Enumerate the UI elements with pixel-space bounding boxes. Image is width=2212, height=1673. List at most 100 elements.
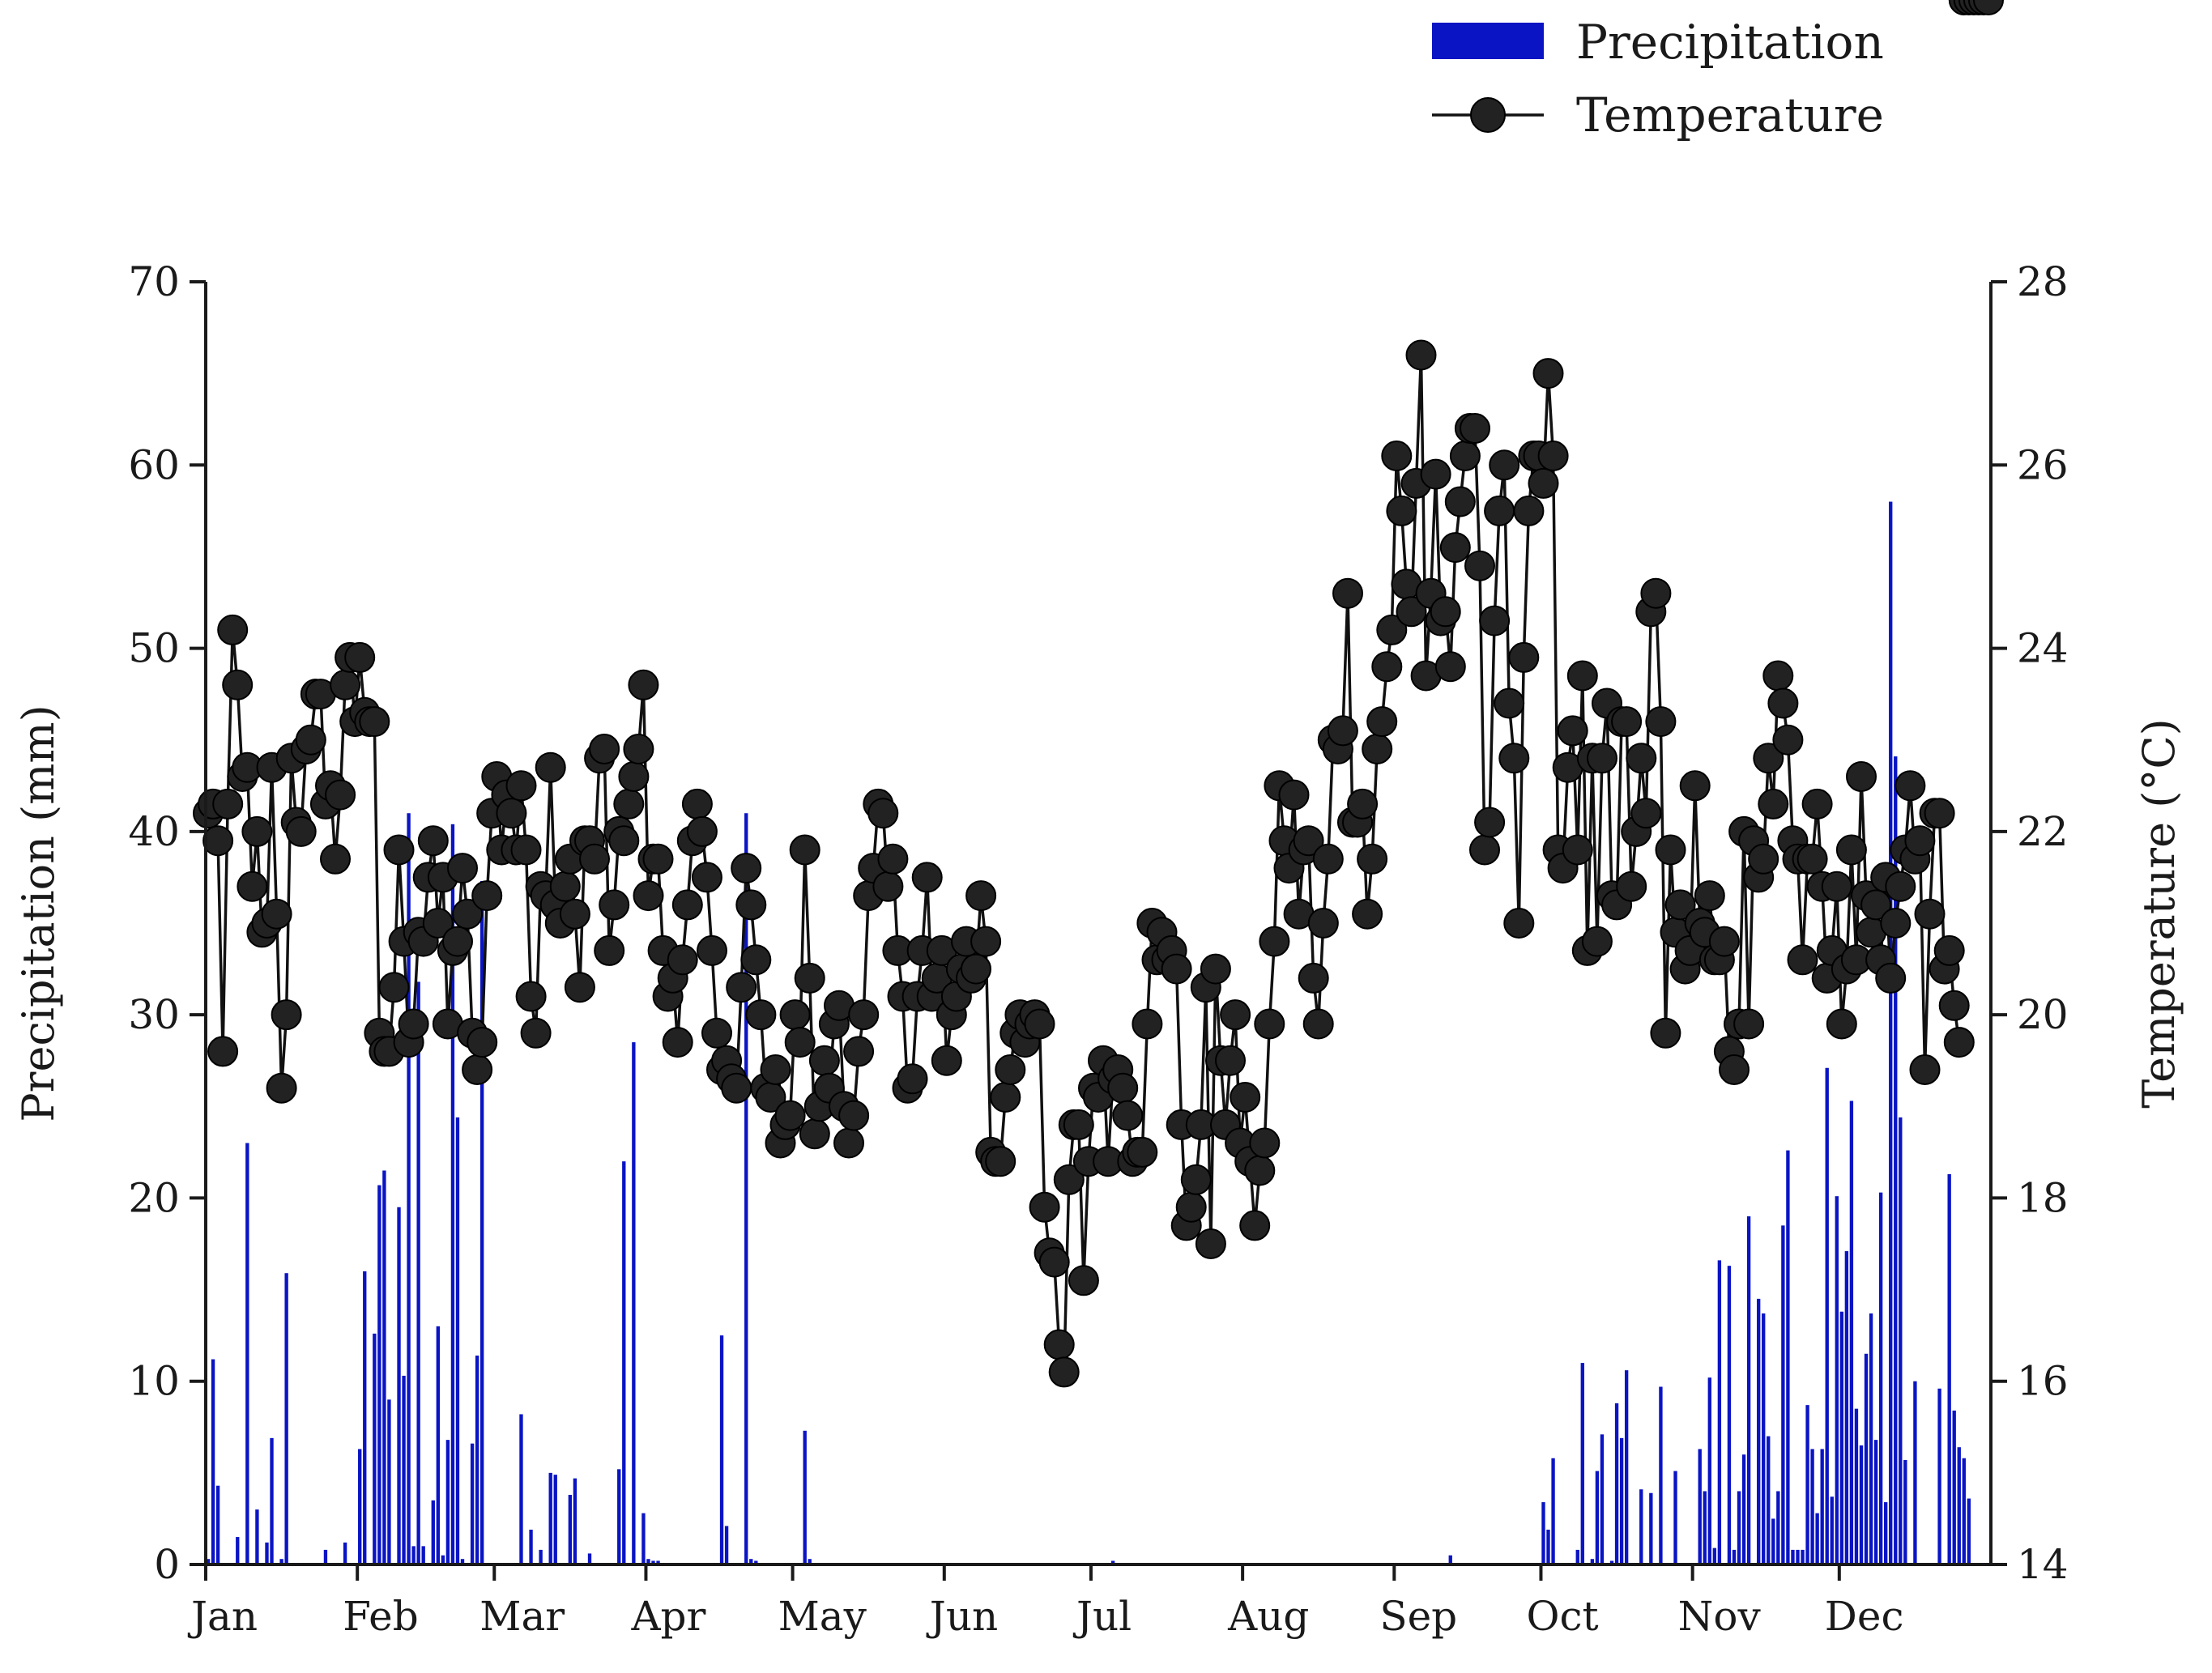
temperature-point bbox=[1503, 908, 1535, 939]
precip-bar bbox=[1825, 1067, 1829, 1564]
temperature-point bbox=[202, 825, 234, 857]
precip-bar bbox=[1595, 1471, 1600, 1564]
temperature-point bbox=[398, 1008, 429, 1040]
precip-bar bbox=[1796, 1549, 1800, 1564]
temperature-point bbox=[1489, 449, 1520, 481]
precip-bar bbox=[373, 1333, 377, 1564]
temperature-point bbox=[1532, 358, 1564, 390]
temperature-point bbox=[623, 734, 654, 764]
legend-precipitation-label: Precipitation bbox=[1576, 15, 1884, 70]
temperature-point bbox=[745, 999, 777, 1031]
temperature-point bbox=[471, 880, 503, 912]
temperature-point bbox=[378, 972, 410, 1003]
precip-bar bbox=[617, 1469, 621, 1564]
temperature-point bbox=[266, 1072, 297, 1104]
temperature-point bbox=[535, 751, 566, 783]
precip-bar bbox=[1703, 1491, 1707, 1564]
temperature-point bbox=[330, 669, 361, 700]
temperature-point bbox=[510, 834, 542, 866]
x-tick-label: Jul bbox=[1072, 1593, 1132, 1640]
temperature-point bbox=[1200, 953, 1231, 985]
precip-bar bbox=[416, 981, 420, 1564]
temperature-point bbox=[1332, 577, 1363, 609]
temperature-point bbox=[1439, 532, 1471, 564]
temperature-point bbox=[1762, 660, 1794, 692]
temperature-point bbox=[701, 1017, 732, 1049]
temperature-point bbox=[843, 1036, 875, 1067]
precip-bar bbox=[656, 1560, 660, 1564]
temperature-point bbox=[633, 880, 664, 912]
temperature-point bbox=[285, 815, 317, 847]
x-tick-label: Mar bbox=[479, 1593, 565, 1640]
temperature-point bbox=[1180, 1164, 1212, 1195]
precip-bar bbox=[1962, 1458, 1966, 1564]
temperature-point bbox=[1494, 688, 1525, 719]
temperature-point bbox=[1914, 898, 1946, 930]
temperature-point bbox=[1498, 743, 1530, 774]
temperature-series bbox=[193, 0, 2004, 1388]
precip-bar bbox=[1600, 1434, 1605, 1564]
temperature-point bbox=[1587, 743, 1617, 774]
precip-bar bbox=[1448, 1555, 1452, 1564]
temperature-point bbox=[1352, 898, 1383, 930]
temperature-point bbox=[911, 862, 943, 893]
precip-bar bbox=[1844, 1251, 1849, 1564]
temperature-point bbox=[1434, 651, 1466, 683]
temperature-point bbox=[897, 1063, 928, 1095]
temperature-point bbox=[1513, 495, 1545, 526]
temperature-point bbox=[1894, 770, 1926, 802]
temperature-point bbox=[207, 1036, 239, 1067]
temperature-point bbox=[1195, 1228, 1226, 1259]
temperature-point bbox=[628, 669, 659, 700]
precip-bar bbox=[1737, 1491, 1741, 1564]
precip-bar bbox=[1609, 1560, 1614, 1564]
temperature-point bbox=[1933, 934, 1965, 966]
temperature-point bbox=[1875, 962, 1907, 994]
x-tick-label: Aug bbox=[1227, 1593, 1309, 1640]
temperature-point bbox=[726, 972, 757, 1003]
temperature-point bbox=[1068, 1265, 1099, 1296]
temperature-point bbox=[1230, 1082, 1261, 1113]
temperature-point bbox=[1479, 605, 1511, 636]
precip-bar bbox=[1849, 1100, 1854, 1564]
temperature-point bbox=[1821, 871, 1852, 902]
precip-bar bbox=[1541, 1502, 1545, 1564]
precip-bar bbox=[1869, 1313, 1873, 1564]
precip-bar bbox=[622, 1161, 626, 1564]
temperature-point bbox=[496, 798, 527, 829]
temperature-point bbox=[1796, 843, 1828, 875]
precip-bar bbox=[1639, 1489, 1643, 1564]
temperature-point bbox=[442, 926, 473, 957]
temperature-point bbox=[1508, 641, 1540, 673]
precip-bar bbox=[1717, 1260, 1722, 1564]
temperature-point bbox=[1239, 1210, 1271, 1241]
temperature-point bbox=[1249, 1127, 1281, 1159]
temperature-point bbox=[1307, 908, 1339, 939]
precip-bar bbox=[284, 1273, 288, 1564]
precip-bar bbox=[749, 1559, 753, 1564]
temperature-point bbox=[1112, 1100, 1144, 1131]
temperature-point bbox=[1327, 715, 1358, 747]
precip-bar bbox=[1839, 1311, 1844, 1564]
temperature-point bbox=[1244, 1155, 1276, 1186]
precip-bar bbox=[1781, 1225, 1785, 1564]
precip-bar bbox=[1830, 1496, 1834, 1564]
temperature-point bbox=[833, 1127, 864, 1159]
precip-bar bbox=[215, 1485, 220, 1564]
precip-bar bbox=[1913, 1381, 1917, 1564]
temperature-point bbox=[1220, 999, 1251, 1031]
temperature-point bbox=[549, 871, 581, 902]
temperature-point bbox=[1611, 706, 1643, 738]
precip-bar bbox=[1967, 1498, 1971, 1564]
precip-bar bbox=[206, 1559, 211, 1564]
precip-bar bbox=[1767, 1436, 1771, 1564]
precip-bar bbox=[1110, 1560, 1115, 1564]
temperature-point bbox=[1835, 834, 1867, 866]
precip-bar bbox=[411, 1546, 416, 1564]
precip-bar bbox=[1551, 1458, 1555, 1564]
precip-bar bbox=[1937, 1388, 1941, 1564]
precip-bar bbox=[1864, 1353, 1869, 1564]
x-tick-label: Sep bbox=[1379, 1593, 1457, 1640]
ticks: 0 10 20 30 40 50 60 70 14 16 18 20 22 24 26 28 Jan Feb Mar… bbox=[128, 258, 2068, 1640]
y-axis-left-title: Precipitation (mm) bbox=[13, 705, 64, 1122]
